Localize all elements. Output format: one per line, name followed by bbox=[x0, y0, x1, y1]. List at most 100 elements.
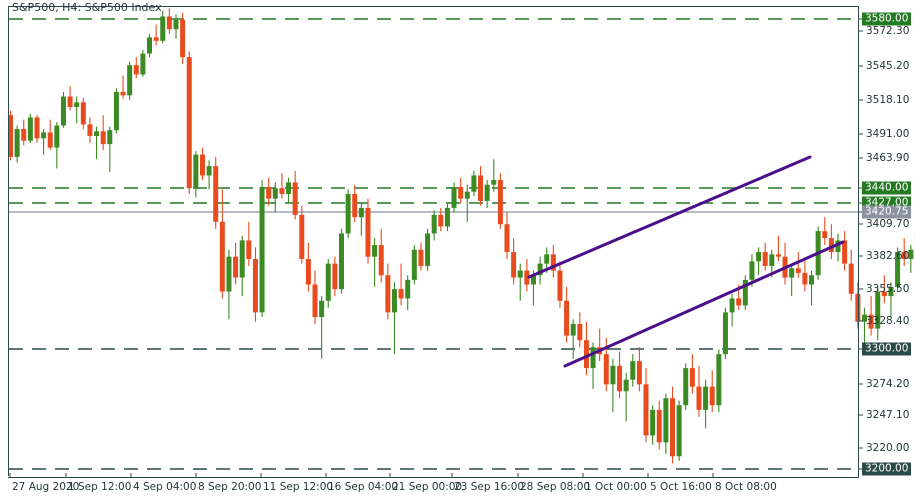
time-tick-label: 1 Sep 12:00 bbox=[68, 481, 132, 493]
candle bbox=[729, 293, 735, 327]
candle bbox=[742, 275, 748, 311]
candle bbox=[683, 363, 689, 410]
candle bbox=[636, 347, 642, 392]
candle bbox=[60, 91, 66, 128]
candle bbox=[305, 242, 311, 292]
candle bbox=[219, 189, 225, 299]
candle bbox=[497, 173, 503, 229]
candle bbox=[650, 405, 656, 445]
candle bbox=[391, 282, 397, 355]
candle bbox=[411, 245, 417, 285]
price-tick-label: 3247.10 bbox=[866, 409, 910, 421]
candle bbox=[716, 349, 722, 413]
candle bbox=[27, 113, 33, 143]
candle bbox=[663, 393, 669, 454]
candle bbox=[656, 400, 662, 450]
candle bbox=[451, 182, 457, 213]
candle bbox=[358, 203, 364, 236]
price-tick-label: 3491.00 bbox=[866, 128, 910, 140]
candle bbox=[140, 50, 146, 77]
candle bbox=[107, 126, 113, 172]
plot-frame bbox=[8, 6, 858, 476]
candle bbox=[511, 238, 517, 285]
price-tick-label: 3382.60 bbox=[866, 250, 910, 262]
candle bbox=[133, 57, 139, 78]
candle bbox=[617, 351, 623, 399]
price-badge[interactable]: 3300.00 bbox=[862, 342, 912, 356]
candle bbox=[239, 235, 245, 297]
candle bbox=[385, 263, 391, 320]
candle bbox=[418, 242, 424, 271]
candle bbox=[464, 184, 470, 222]
candle bbox=[292, 170, 298, 220]
candle bbox=[279, 173, 285, 199]
candle bbox=[822, 217, 828, 246]
price-tick-label: 3518.10 bbox=[866, 94, 910, 106]
candle bbox=[312, 270, 318, 324]
candle bbox=[34, 115, 40, 143]
time-tick-label: 8 Oct 08:00 bbox=[715, 481, 777, 493]
time-tick-label: 28 Sep 08:00 bbox=[520, 481, 591, 493]
candle bbox=[590, 342, 596, 389]
candle bbox=[113, 88, 119, 134]
upper-channel-line bbox=[527, 155, 812, 279]
candle bbox=[848, 249, 854, 301]
time-tick-label: 1 Oct 00:00 bbox=[585, 481, 647, 493]
candle bbox=[756, 247, 762, 276]
price-tick-label: 3355.50 bbox=[866, 283, 910, 295]
candle bbox=[345, 189, 351, 239]
time-tick-label: 21 Sep 00:00 bbox=[392, 481, 463, 493]
time-tick-label: 27 Aug 2020 bbox=[12, 481, 80, 493]
candle bbox=[471, 170, 477, 197]
candle bbox=[855, 282, 861, 329]
candle bbox=[199, 147, 205, 181]
time-tick-label: 16 Sep 04:00 bbox=[328, 481, 399, 493]
candle bbox=[881, 275, 887, 304]
candle bbox=[325, 258, 331, 308]
price-axis-line bbox=[858, 6, 859, 477]
price-tick-label: 3545.20 bbox=[866, 60, 910, 72]
price-badge[interactable]: 3200.00 bbox=[862, 462, 912, 476]
candle bbox=[809, 270, 815, 306]
candle bbox=[689, 354, 695, 394]
candle bbox=[795, 252, 801, 278]
candle bbox=[517, 263, 523, 301]
candle bbox=[484, 180, 490, 208]
candle bbox=[127, 61, 133, 100]
candle bbox=[233, 242, 239, 285]
candle bbox=[564, 286, 570, 343]
candle bbox=[252, 247, 258, 322]
candle bbox=[458, 177, 464, 204]
candle bbox=[835, 233, 841, 262]
candle bbox=[583, 321, 589, 376]
candle bbox=[425, 228, 431, 271]
candle bbox=[405, 275, 411, 311]
price-badge[interactable]: 3420.75 bbox=[862, 205, 912, 219]
candle bbox=[266, 177, 272, 206]
candle bbox=[828, 224, 834, 259]
candle bbox=[895, 247, 901, 292]
price-badge[interactable]: 3580.00 bbox=[862, 12, 912, 26]
candle bbox=[299, 205, 305, 264]
time-tick-label: 8 Sep 20:00 bbox=[198, 481, 262, 493]
candle bbox=[875, 286, 881, 341]
candle bbox=[47, 119, 53, 150]
candle bbox=[504, 212, 510, 259]
candle bbox=[524, 258, 530, 292]
candle bbox=[352, 184, 358, 222]
candle bbox=[868, 296, 874, 336]
candle bbox=[775, 235, 781, 262]
price-badge[interactable]: 3440.00 bbox=[862, 181, 912, 195]
candle bbox=[643, 368, 649, 443]
time-tick-label: 23 Sep 16:00 bbox=[454, 481, 525, 493]
candle bbox=[398, 263, 404, 306]
candle bbox=[610, 358, 616, 413]
price-tick-label: 3463.90 bbox=[866, 152, 910, 164]
candle bbox=[160, 10, 166, 44]
price-tick-label: 3572.30 bbox=[866, 25, 910, 37]
time-tick-label: 5 Oct 16:00 bbox=[650, 481, 712, 493]
candle bbox=[147, 33, 153, 58]
candle bbox=[8, 110, 13, 161]
candle bbox=[193, 151, 199, 198]
candle bbox=[94, 126, 100, 160]
